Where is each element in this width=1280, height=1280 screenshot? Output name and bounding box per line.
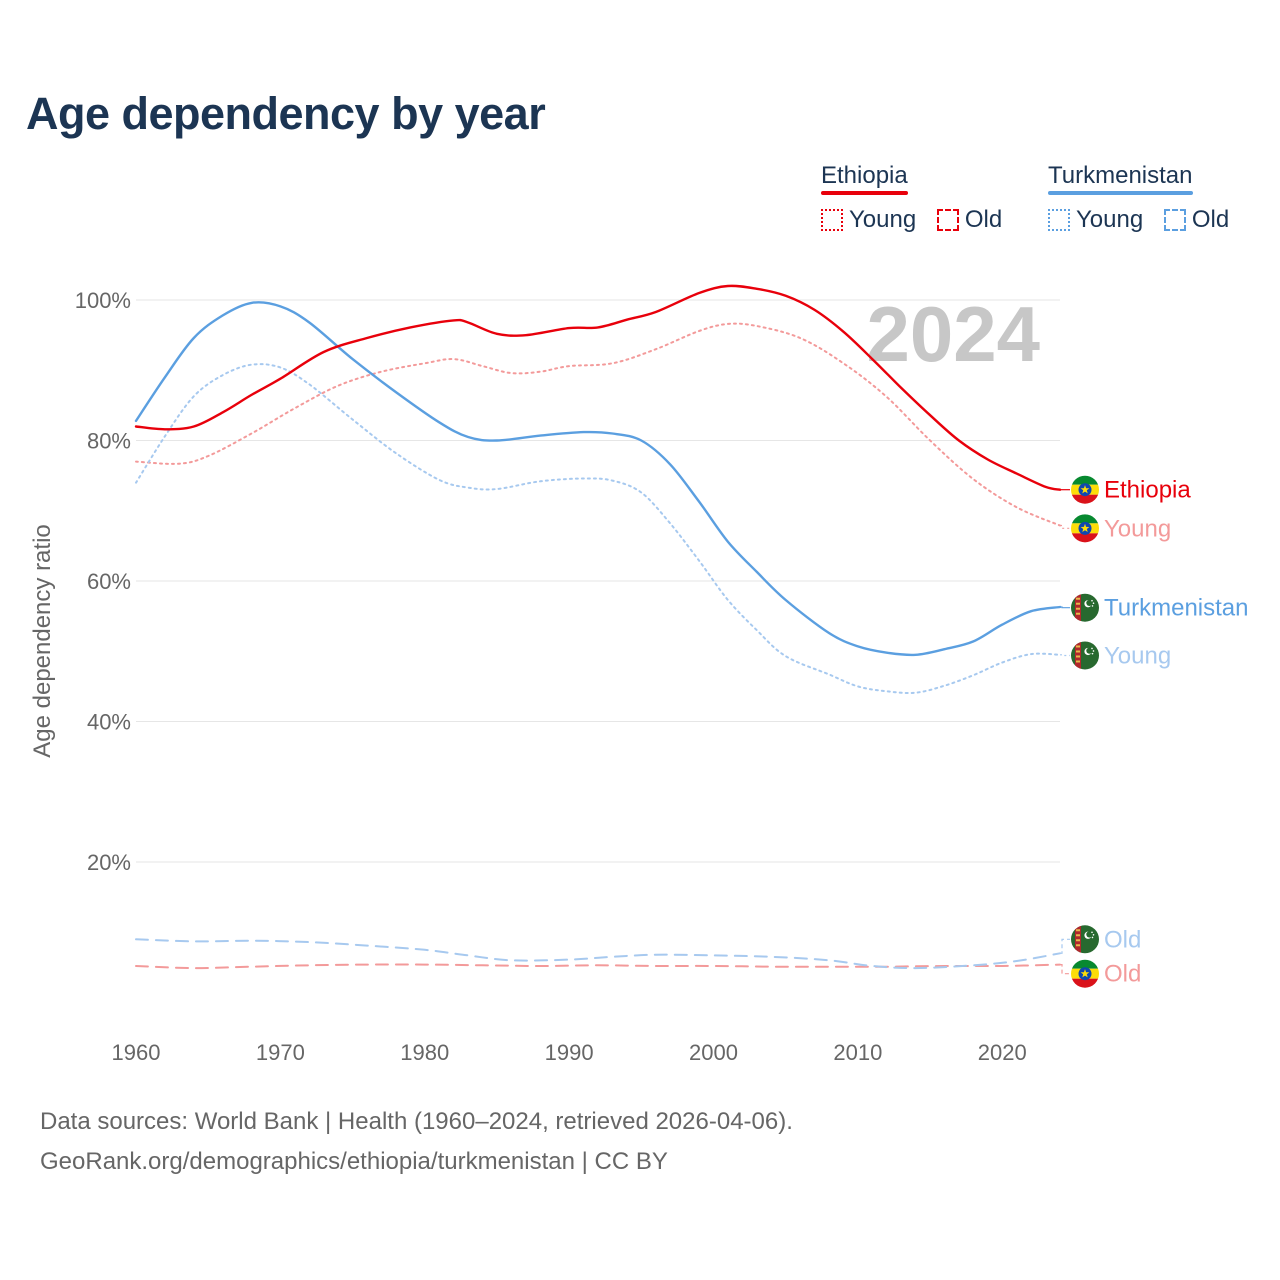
end-label-connector [1060, 654, 1070, 657]
turkmenistan-flag-icon [1070, 593, 1100, 623]
legend-head-ethiopia: Ethiopia [821, 162, 908, 196]
y-axis-label: Age dependency ratio [29, 524, 56, 758]
series-layer [134, 284, 1062, 970]
legend-label: Young [849, 206, 917, 233]
legend-country-ethiopia: Ethiopia [821, 162, 908, 189]
legend-swatch-dashed [936, 209, 959, 231]
series-line-ethiopia[interactable] [134, 284, 1062, 491]
y-tick-label: 40% [87, 710, 131, 735]
legend-label: Young [1076, 206, 1144, 233]
end-label: Turkmenistan [1104, 595, 1249, 622]
end-labels: Ethiopia Young Turkmenistan Young Old Old [1060, 475, 1249, 989]
x-tick-label: 1990 [545, 1040, 594, 1065]
legend-item-ethiopia-old[interactable]: Old [936, 206, 1003, 234]
legend-swatch-dotted [1048, 209, 1070, 231]
x-tick-label: 1960 [112, 1040, 161, 1065]
y-axis-ticks: 20% 40% 60% 80% 100% [75, 288, 131, 875]
y-tick-label: 60% [87, 569, 131, 594]
legend-swatch-dotted [821, 209, 843, 231]
x-tick-label: 2000 [689, 1040, 738, 1065]
footer-link[interactable]: GeoRank.org/demographics/ethiopia/turkme… [40, 1148, 668, 1175]
legend-head-turkmenistan: Turkmenistan [1048, 162, 1193, 196]
end-label: Young [1104, 515, 1171, 542]
series-line-ethiopia-young[interactable] [135, 322, 1061, 527]
legend-item-ethiopia-young[interactable]: Young [821, 206, 916, 234]
series-line-turkmenistan-old[interactable] [135, 938, 1061, 970]
ethiopia-flag-icon [1070, 959, 1100, 989]
end-label: Ethiopia [1104, 477, 1191, 504]
legend-swatch-dashed [1163, 209, 1186, 231]
legend-bar-turkmenistan [1048, 191, 1193, 195]
y-tick-label: 100% [75, 288, 131, 313]
end-label: Old [1104, 926, 1141, 953]
legend-label: Old [1191, 206, 1230, 233]
x-axis-ticks: 1960 1970 1980 1990 2000 2010 2020 [112, 1040, 1027, 1065]
turkmenistan-flag-icon [1070, 924, 1100, 954]
legend-country-turkmenistan: Turkmenistan [1048, 162, 1193, 189]
year-watermark: 2024 [866, 290, 1040, 378]
end-label-connector [1060, 938, 1070, 954]
ethiopia-flag-icon [1070, 475, 1100, 505]
y-tick-label: 80% [87, 429, 131, 454]
x-tick-label: 2010 [833, 1040, 882, 1065]
legend-item-turkmenistan-old[interactable]: Old [1163, 206, 1230, 234]
end-label-connector [1060, 964, 1070, 975]
end-label-connector [1060, 524, 1070, 529]
ethiopia-flag-icon [1070, 513, 1100, 543]
x-tick-label: 1970 [256, 1040, 305, 1065]
legend-group-ethiopia: Ethiopia Young Old [821, 162, 1016, 238]
series-line-turkmenistan[interactable] [134, 301, 1062, 657]
end-label-connector [1060, 606, 1070, 609]
legend-group-turkmenistan: Turkmenistan Young Old [1048, 162, 1243, 238]
series-line-turkmenistan-young[interactable] [135, 363, 1061, 695]
chart-title: Age dependency by year [26, 88, 546, 139]
legend-label: Old [964, 206, 1003, 233]
y-tick-label: 20% [87, 850, 131, 875]
end-label: Old [1104, 961, 1141, 988]
x-tick-label: 2020 [978, 1040, 1027, 1065]
series-line-ethiopia-old[interactable] [135, 963, 1061, 970]
turkmenistan-flag-icon [1070, 640, 1100, 670]
footer-sources: Data sources: World Bank | Health (1960–… [40, 1108, 793, 1135]
x-tick-label: 1980 [400, 1040, 449, 1065]
legend-item-turkmenistan-young[interactable]: Young [1048, 206, 1143, 234]
grid [136, 299, 1060, 863]
legend-bar-ethiopia [821, 191, 908, 195]
end-label: Young [1104, 642, 1171, 669]
